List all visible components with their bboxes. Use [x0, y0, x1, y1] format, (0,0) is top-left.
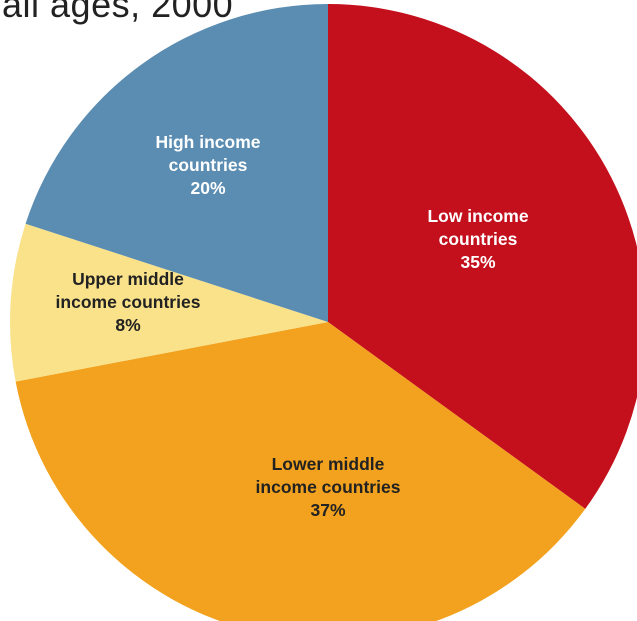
pie-slices — [9, 4, 637, 621]
slice-category-label: countries — [439, 229, 518, 249]
slice-label: Lower middle income countries 37% — [256, 454, 401, 520]
slice-category-label: Low income — [427, 206, 528, 226]
slice-percent-label: 37% — [310, 500, 345, 520]
pie-labels: Low income countries 35% Lower middle income… — [56, 132, 529, 520]
slice-percent-label: 20% — [190, 178, 225, 198]
slice-category-label: countries — [169, 155, 248, 175]
slice-percent-label: 35% — [460, 252, 495, 272]
slice-label: Low income countries 35% — [427, 206, 528, 272]
slice-category-label: income countries — [56, 292, 201, 312]
slice-label: Upper middle income countries 8% — [56, 269, 201, 335]
slice-label: High income countries 20% — [155, 132, 260, 198]
pie-slice — [25, 4, 329, 322]
pie-slice — [328, 4, 637, 509]
slice-category-label: High income — [155, 132, 260, 152]
slice-category-label: Upper middle — [72, 269, 184, 289]
pie-slice — [15, 322, 586, 621]
slice-category-label: income countries — [256, 477, 401, 497]
slice-percent-label: 8% — [115, 315, 141, 335]
pie-slice — [9, 223, 328, 382]
chart-title-fragment: all ages, 2000 — [2, 0, 234, 25]
slice-category-label: Lower middle — [272, 454, 385, 474]
